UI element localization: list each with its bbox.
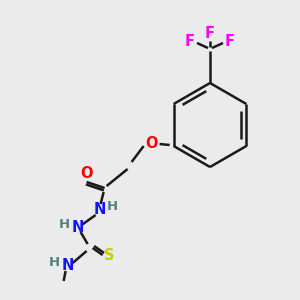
- Text: F: F: [205, 26, 215, 41]
- Text: F: F: [225, 34, 235, 49]
- Text: N: N: [93, 202, 106, 217]
- Text: H: H: [59, 218, 70, 230]
- Text: O: O: [146, 136, 158, 152]
- Text: H: H: [107, 200, 118, 214]
- Text: F: F: [185, 34, 195, 49]
- Text: N: N: [71, 220, 84, 236]
- Text: H: H: [49, 256, 60, 269]
- Text: O: O: [80, 167, 93, 182]
- Text: N: N: [61, 259, 74, 274]
- Text: S: S: [104, 248, 115, 263]
